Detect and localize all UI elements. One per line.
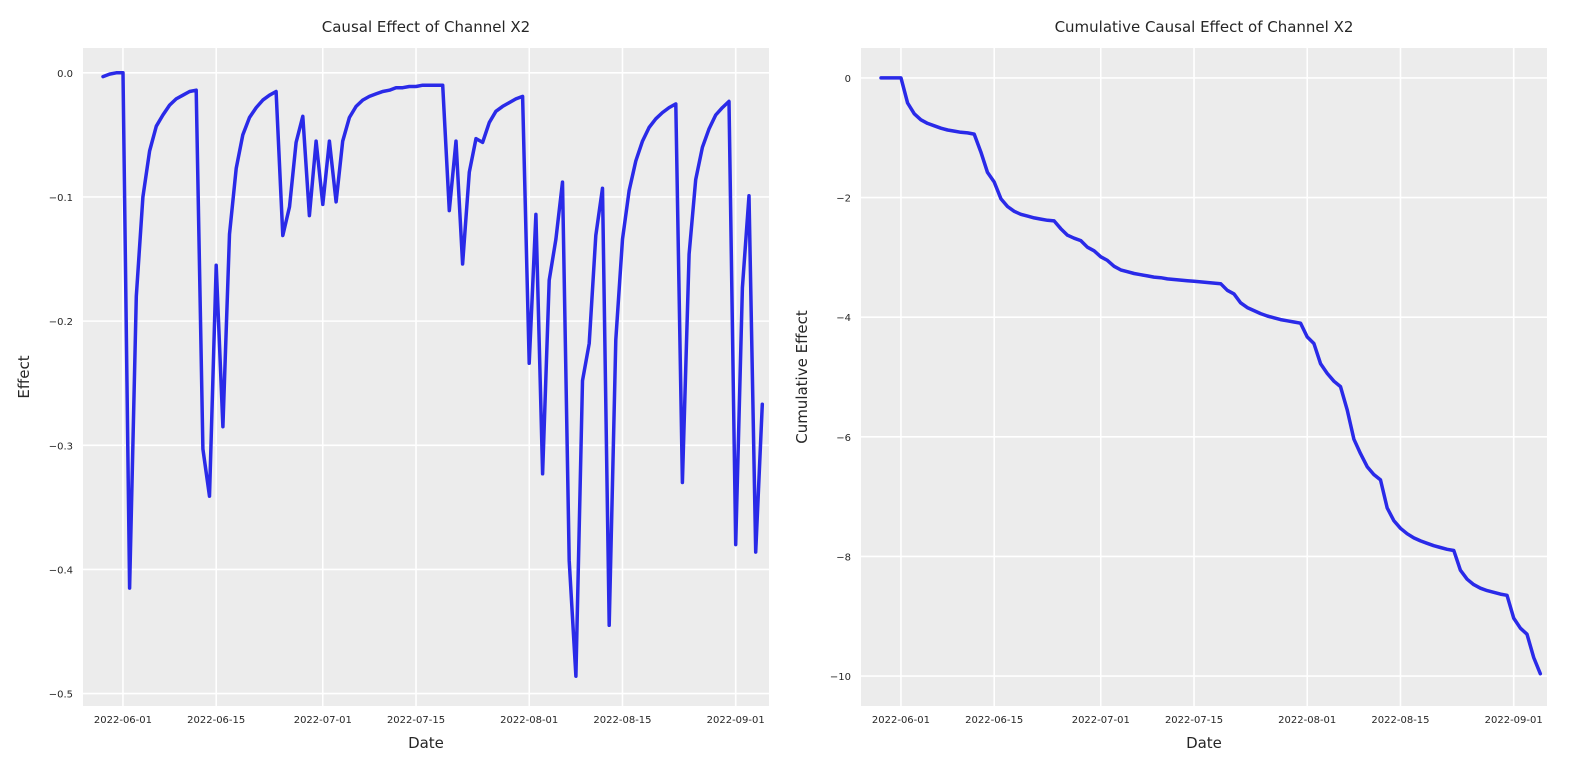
- effect-y-ticks: 0.0 −0.1 −0.2 −0.3 −0.4 −0.5: [49, 69, 73, 701]
- effect-plot-area: [83, 48, 769, 706]
- cumulative-y-tick-label: −10: [830, 672, 851, 683]
- effect-x-axis-label: Date: [408, 734, 444, 752]
- effect-x-tick-label: 2022-08-15: [593, 715, 651, 726]
- effect-gridlines: [83, 48, 769, 706]
- effect-y-tick-label: −0.2: [49, 317, 73, 328]
- effect-y-tick-label: −0.5: [49, 690, 73, 701]
- cumulative-x-axis-label: Date: [1186, 734, 1222, 752]
- cumulative-series: [879, 76, 1543, 676]
- effect-y-tick-label: 0.0: [57, 69, 73, 80]
- cumulative-effect-chart: 2022-06-01 2022-06-15 2022-07-01 2022-07-15…: [793, 18, 1547, 752]
- cumulative-x-tick-label: 2022-07-01: [1072, 715, 1130, 726]
- effect-x-tick-label: 2022-07-01: [294, 715, 352, 726]
- cumulative-y-tick-label: 0: [845, 74, 851, 85]
- effect-series-line: [101, 71, 765, 678]
- cumulative-x-tick-label: 2022-08-15: [1371, 715, 1429, 726]
- effect-x-ticks: 2022-06-01 2022-06-15 2022-07-01 2022-07-15…: [94, 715, 765, 726]
- cumulative-x-tick-label: 2022-08-01: [1278, 715, 1336, 726]
- cumulative-y-tick-label: −6: [836, 433, 851, 444]
- cumulative-y-axis-label: Cumulative Effect: [793, 310, 811, 444]
- effect-x-tick-label: 2022-09-01: [707, 715, 765, 726]
- effect-x-tick-label: 2022-08-01: [500, 715, 558, 726]
- effect-y-tick-label: −0.1: [49, 193, 73, 204]
- cumulative-plot-area: [861, 48, 1547, 706]
- effect-chart-title: Causal Effect of Channel X2: [322, 18, 530, 36]
- cumulative-series-line: [879, 76, 1543, 676]
- cumulative-y-tick-label: −8: [836, 552, 851, 563]
- cumulative-y-tick-label: −4: [836, 313, 851, 324]
- effect-series: [101, 71, 765, 678]
- effect-y-axis-label: Effect: [15, 355, 33, 398]
- cumulative-gridlines: [861, 48, 1547, 706]
- cumulative-x-tick-label: 2022-06-01: [872, 715, 930, 726]
- effect-x-tick-label: 2022-06-01: [94, 715, 152, 726]
- cumulative-x-tick-label: 2022-07-15: [1165, 715, 1223, 726]
- effect-chart: 2022-06-01 2022-06-15 2022-07-01 2022-07-15…: [15, 18, 769, 752]
- cumulative-y-tick-label: −2: [836, 194, 851, 205]
- cumulative-y-ticks: 0 −2 −4 −6 −8 −10: [830, 74, 851, 683]
- cumulative-x-ticks: 2022-06-01 2022-06-15 2022-07-01 2022-07-15…: [872, 715, 1543, 726]
- cumulative-x-tick-label: 2022-06-15: [965, 715, 1023, 726]
- cumulative-x-tick-label: 2022-09-01: [1485, 715, 1543, 726]
- cumulative-chart-title: Cumulative Causal Effect of Channel X2: [1055, 18, 1354, 36]
- effect-y-tick-label: −0.4: [49, 565, 73, 576]
- effect-y-tick-label: −0.3: [49, 441, 73, 452]
- effect-x-tick-label: 2022-07-15: [387, 715, 445, 726]
- effect-x-tick-label: 2022-06-15: [187, 715, 245, 726]
